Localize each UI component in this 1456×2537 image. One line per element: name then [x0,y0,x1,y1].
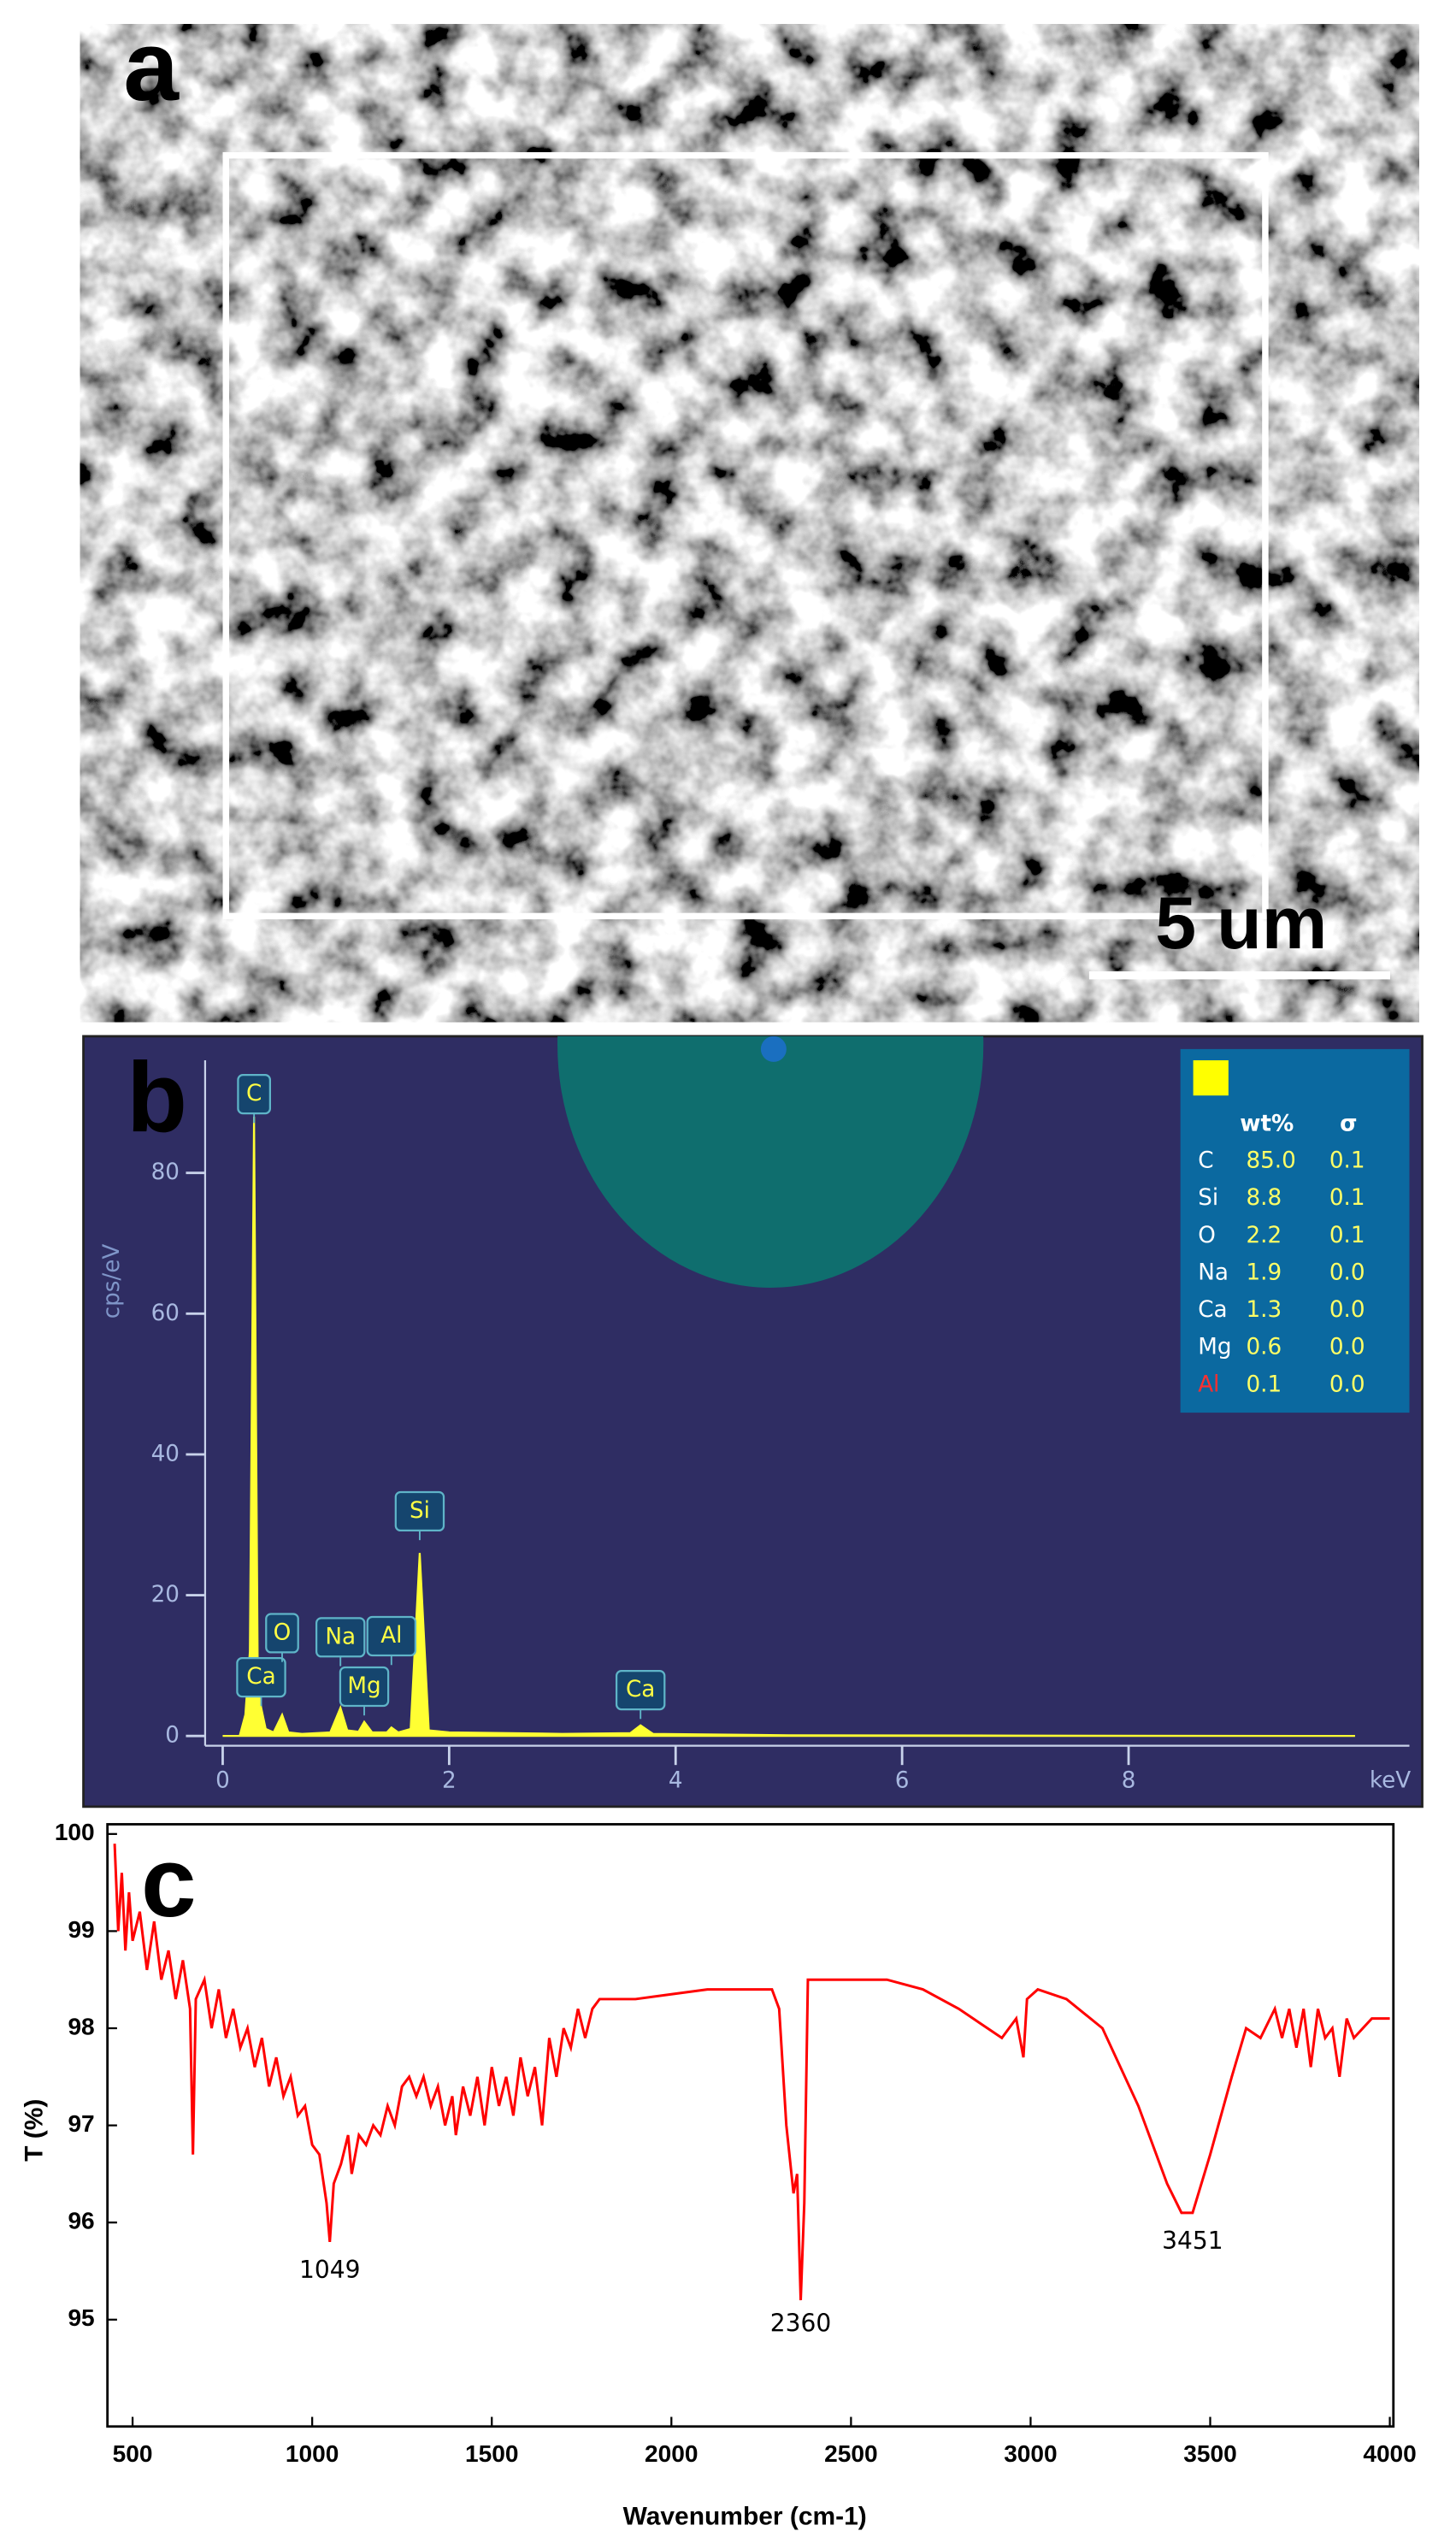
table-element: Si [1198,1185,1218,1211]
x-tick-label: 2000 [645,2440,698,2467]
x-axis-label: keV [1370,1767,1411,1793]
table-element: Al [1198,1372,1219,1397]
peak-callout [615,1670,666,1711]
plot-frame [106,1823,1395,2428]
peak-annotation: 3451 [1162,2227,1223,2255]
peak-label: Si [410,1498,430,1524]
x-tick-label: 4000 [1363,2440,1416,2467]
x-tick-label: 4 [669,1767,683,1793]
panel-label: a [123,10,180,121]
table-sigma: 0.1 [1329,1223,1365,1248]
x-tick-label: 0 [215,1767,230,1793]
y-tick-label: 80 [151,1159,180,1185]
table-sigma: 0.0 [1329,1335,1365,1360]
peak-label: C [246,1081,262,1106]
peak-label: Na [325,1624,356,1649]
y-tick-label: 97 [68,2110,94,2137]
x-tick-label: 1000 [286,2440,339,2467]
peak-annotation: 1049 [299,2256,360,2284]
table-element: Ca [1198,1297,1227,1323]
table-wt: 8.8 [1246,1185,1282,1211]
peak-callout [315,1617,366,1658]
x-tick-label: 1500 [465,2440,518,2467]
x-tick-label: 2 [442,1767,457,1793]
peak-label: O [274,1620,292,1645]
peak-callout [236,1657,286,1698]
table-header: wt% [1240,1111,1294,1136]
y-tick-label: 20 [151,1582,180,1608]
peak-label: Mg [347,1673,380,1699]
table-wt: 1.3 [1246,1297,1282,1323]
panel-label: b [127,1041,187,1153]
table-wt: 0.1 [1246,1372,1282,1397]
table-wt: 1.9 [1246,1260,1282,1285]
peak-annotation: 2360 [770,2309,831,2337]
table-sigma: 0.0 [1329,1260,1365,1285]
x-axis-label: Wavenumber (cm-1) [623,2502,867,2530]
peak-label: Al [380,1623,402,1649]
peak-callout [265,1613,299,1654]
x-tick-label: 8 [1122,1767,1136,1793]
table-element: C [1198,1148,1213,1174]
table-sigma: 0.1 [1329,1185,1365,1211]
x-tick-label: 3500 [1183,2440,1236,2467]
y-tick-label: 99 [68,1916,94,1943]
x-tick-label: 2500 [824,2440,877,2467]
table-wt: 2.2 [1246,1223,1282,1248]
legend-swatch [1193,1059,1229,1096]
y-tick-label: 98 [68,2013,94,2039]
table-element: Na [1198,1260,1229,1285]
table-sigma: 0.0 [1329,1372,1365,1397]
y-tick-label: 100 [55,1819,95,1845]
y-axis-label: T (%) [20,2099,48,2162]
selection-box [222,151,1269,920]
peak-callout [366,1615,417,1657]
table-wt: 85.0 [1246,1148,1295,1174]
peak-label: Ca [626,1677,655,1702]
ftir-panel: Wavenumber (cm-1) T (%) c 95 96 97 98 99 100 5… [20,1819,1417,2530]
spectrum-line [113,1844,1390,2301]
table-header: σ [1340,1111,1357,1136]
x-tick-label: 500 [113,2440,153,2467]
map-region [557,1035,984,1288]
y-axis-label: cps/eV [99,1244,125,1319]
peak-callout [237,1074,272,1115]
y-tick-label: 96 [68,2208,94,2234]
scale-bar-label: 5 um [1155,882,1327,965]
y-tick-label: 40 [151,1441,180,1466]
peak-label: Ca [246,1664,275,1690]
peak-callout [394,1490,445,1532]
table-wt: 0.6 [1246,1335,1282,1360]
x-tick-label: 6 [895,1767,910,1793]
sem-panel: 5 um a [80,10,1419,1023]
map-marker [760,1035,787,1062]
x-tick-label: 3000 [1004,2440,1057,2467]
table-element: O [1198,1223,1216,1248]
y-tick-label: 60 [151,1301,180,1326]
table-sigma: 0.0 [1329,1297,1365,1323]
table-sigma: 0.1 [1329,1148,1365,1174]
y-tick-label: 95 [68,2304,94,2331]
sem-image [80,24,1419,1023]
table-element: Mg [1198,1335,1231,1360]
peak-callout [339,1666,390,1708]
y-tick-label: 0 [165,1723,180,1749]
panel-label: c [141,1826,197,1938]
inset-table [1180,1048,1410,1413]
